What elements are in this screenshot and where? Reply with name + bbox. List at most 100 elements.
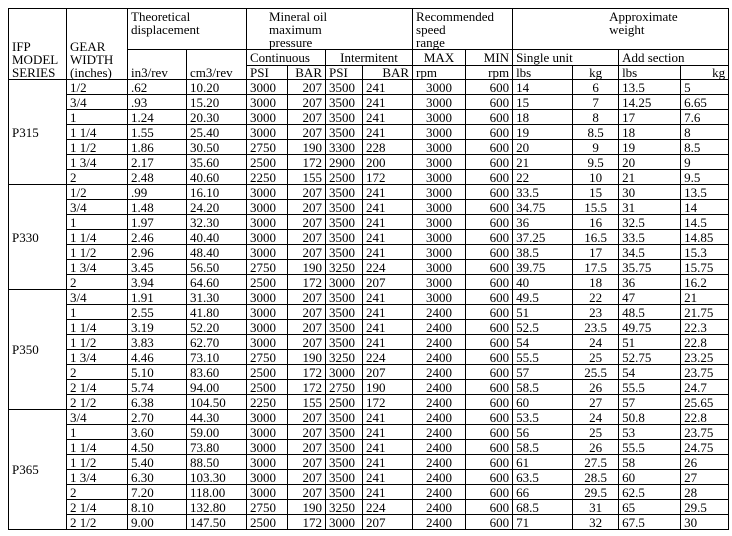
- gear-width-cell: 1 1/2: [66, 334, 128, 350]
- cm3-rev-cell: 10.20: [186, 79, 247, 95]
- gear-width-cell: 1 1/2: [66, 244, 128, 260]
- in3-rev-cell: .62: [127, 79, 187, 95]
- kg-add-cell: 8: [680, 124, 730, 140]
- psi-continuous-cell: 3000: [246, 289, 288, 305]
- kg-single-cell: 8: [572, 109, 620, 125]
- lbs-add-cell: 36: [618, 274, 682, 290]
- in3-rev-cell: 6.30: [127, 469, 187, 485]
- in3-rev-cell: 3.19: [127, 319, 187, 335]
- in3-rev-cell: 7.20: [127, 484, 187, 500]
- rpm-min-cell: 600: [465, 334, 514, 350]
- psi-continuous-cell: 3000: [246, 439, 288, 455]
- psi-intermitent-cell: 3500: [325, 469, 363, 485]
- bar-continuous-cell: 207: [287, 319, 326, 335]
- rpm-max-cell: 3000: [412, 274, 467, 290]
- rpm-max-cell: 2400: [412, 394, 467, 410]
- kg-add-cell: 14.85: [680, 229, 730, 245]
- rpm-min-cell: 600: [465, 499, 514, 515]
- lbs-add-cell: 19: [618, 139, 682, 155]
- header-gear-width: GEAR WIDTH (inches): [66, 8, 128, 80]
- bar-intermitent-cell: 241: [361, 229, 414, 245]
- header-psi-continuous: PSI: [246, 65, 288, 80]
- psi-continuous-cell: 3000: [246, 469, 288, 485]
- psi-intermitent-cell: 3500: [325, 214, 363, 230]
- lbs-single-cell: 19: [512, 124, 574, 140]
- psi-intermitent-cell: 3500: [325, 424, 363, 440]
- psi-intermitent-cell: 3250: [325, 349, 363, 365]
- kg-single-cell: 29.5: [572, 484, 620, 500]
- lbs-single-cell: 66: [512, 484, 574, 500]
- psi-continuous-cell: 3000: [246, 109, 288, 125]
- table-row: P330 1/2.99 16.10 3000 207 3500 241 3000 600 33.5…: [8, 184, 730, 290]
- kg-single-cell: 16.5: [572, 229, 620, 245]
- cm3-rev-cell: 103.30: [186, 469, 247, 485]
- rpm-min-cell: 600: [465, 214, 514, 230]
- rpm-min-cell: 600: [465, 454, 514, 470]
- psi-intermitent-cell: 3500: [325, 229, 363, 245]
- table-row: 2 1/4 8.10 132.80 2750 190 3250 224 2400 600 68.5…: [9, 499, 730, 515]
- header-continuous: Continuous: [246, 49, 326, 66]
- rpm-max-cell: 3000: [412, 244, 467, 260]
- kg-add-cell: 13.5: [680, 184, 730, 200]
- table-row: 2 5.10 83.60 2500 172 3000 207 2400 600 57 25.5 54 2…: [9, 364, 730, 380]
- rpm-max-cell: 3000: [412, 259, 467, 275]
- table-row: 1 1/2 2.96 48.40 3000 207 3500 241 3000 600 38.5 1…: [9, 244, 730, 260]
- lbs-single-cell: 68.5: [512, 499, 574, 515]
- rpm-max-cell: 3000: [412, 124, 467, 140]
- rpm-max-cell: 3000: [412, 169, 467, 185]
- lbs-single-cell: 38.5: [512, 244, 574, 260]
- header-displacement: Theoretical displacement: [127, 8, 247, 50]
- header-rpm-max: rpm: [412, 65, 467, 80]
- bar-continuous-cell: 172: [287, 379, 326, 395]
- in3-rev-cell: 2.48: [127, 169, 187, 185]
- psi-intermitent-cell: 3500: [325, 439, 363, 455]
- cm3-rev-cell: 62.70: [186, 334, 247, 350]
- in3-rev-cell: 3.94: [127, 274, 187, 290]
- lbs-add-cell: 51: [618, 334, 682, 350]
- rpm-min-cell: 600: [465, 229, 514, 245]
- gear-width-cell: 1 1/4: [66, 229, 128, 245]
- lbs-single-cell: 56: [512, 424, 574, 440]
- cm3-rev-cell: 73.80: [186, 439, 247, 455]
- bar-intermitent-cell: 241: [361, 109, 414, 125]
- kg-single-cell: 8.5: [572, 124, 620, 140]
- in3-rev-cell: 2.17: [127, 154, 187, 170]
- rpm-max-cell: 2400: [412, 319, 467, 335]
- rpm-max-cell: 3000: [412, 184, 467, 200]
- rpm-max-cell: 2400: [412, 469, 467, 485]
- rpm-max-cell: 3000: [412, 109, 467, 125]
- in3-rev-cell: .99: [127, 184, 187, 200]
- lbs-add-cell: 18: [618, 124, 682, 140]
- lbs-single-cell: 71: [512, 514, 574, 530]
- bar-continuous-cell: 172: [287, 274, 326, 290]
- psi-continuous-cell: 2250: [246, 394, 288, 410]
- kg-add-cell: 9.5: [680, 169, 730, 185]
- in3-rev-cell: 3.45: [127, 259, 187, 275]
- lbs-add-cell: 13.5: [618, 79, 682, 95]
- psi-intermitent-cell: 3500: [325, 454, 363, 470]
- bar-continuous-cell: 207: [287, 244, 326, 260]
- gear-width-cell: 3/4: [66, 409, 128, 425]
- kg-single-cell: 31: [572, 499, 620, 515]
- lbs-add-cell: 14.25: [618, 94, 682, 110]
- header-weight: Approximate weight: [512, 8, 730, 50]
- psi-intermitent-cell: 3500: [325, 244, 363, 260]
- lbs-single-cell: 40: [512, 274, 574, 290]
- kg-single-cell: 15: [572, 184, 620, 200]
- lbs-single-cell: 37.25: [512, 229, 574, 245]
- in3-rev-cell: 4.50: [127, 439, 187, 455]
- psi-continuous-cell: 2750: [246, 349, 288, 365]
- bar-continuous-cell: 207: [287, 304, 326, 320]
- psi-intermitent-cell: 3500: [325, 94, 363, 110]
- lbs-add-cell: 31: [618, 199, 682, 215]
- cm3-rev-cell: 44.30: [186, 409, 247, 425]
- lbs-single-cell: 15: [512, 94, 574, 110]
- bar-intermitent-cell: 224: [361, 349, 414, 365]
- cm3-rev-cell: 118.00: [186, 484, 247, 500]
- rpm-min-cell: 600: [465, 304, 514, 320]
- bar-continuous-cell: 155: [287, 394, 326, 410]
- kg-add-cell: 23.75: [680, 364, 730, 380]
- rpm-max-cell: 3000: [412, 214, 467, 230]
- bar-continuous-cell: 207: [287, 469, 326, 485]
- psi-intermitent-cell: 3500: [325, 484, 363, 500]
